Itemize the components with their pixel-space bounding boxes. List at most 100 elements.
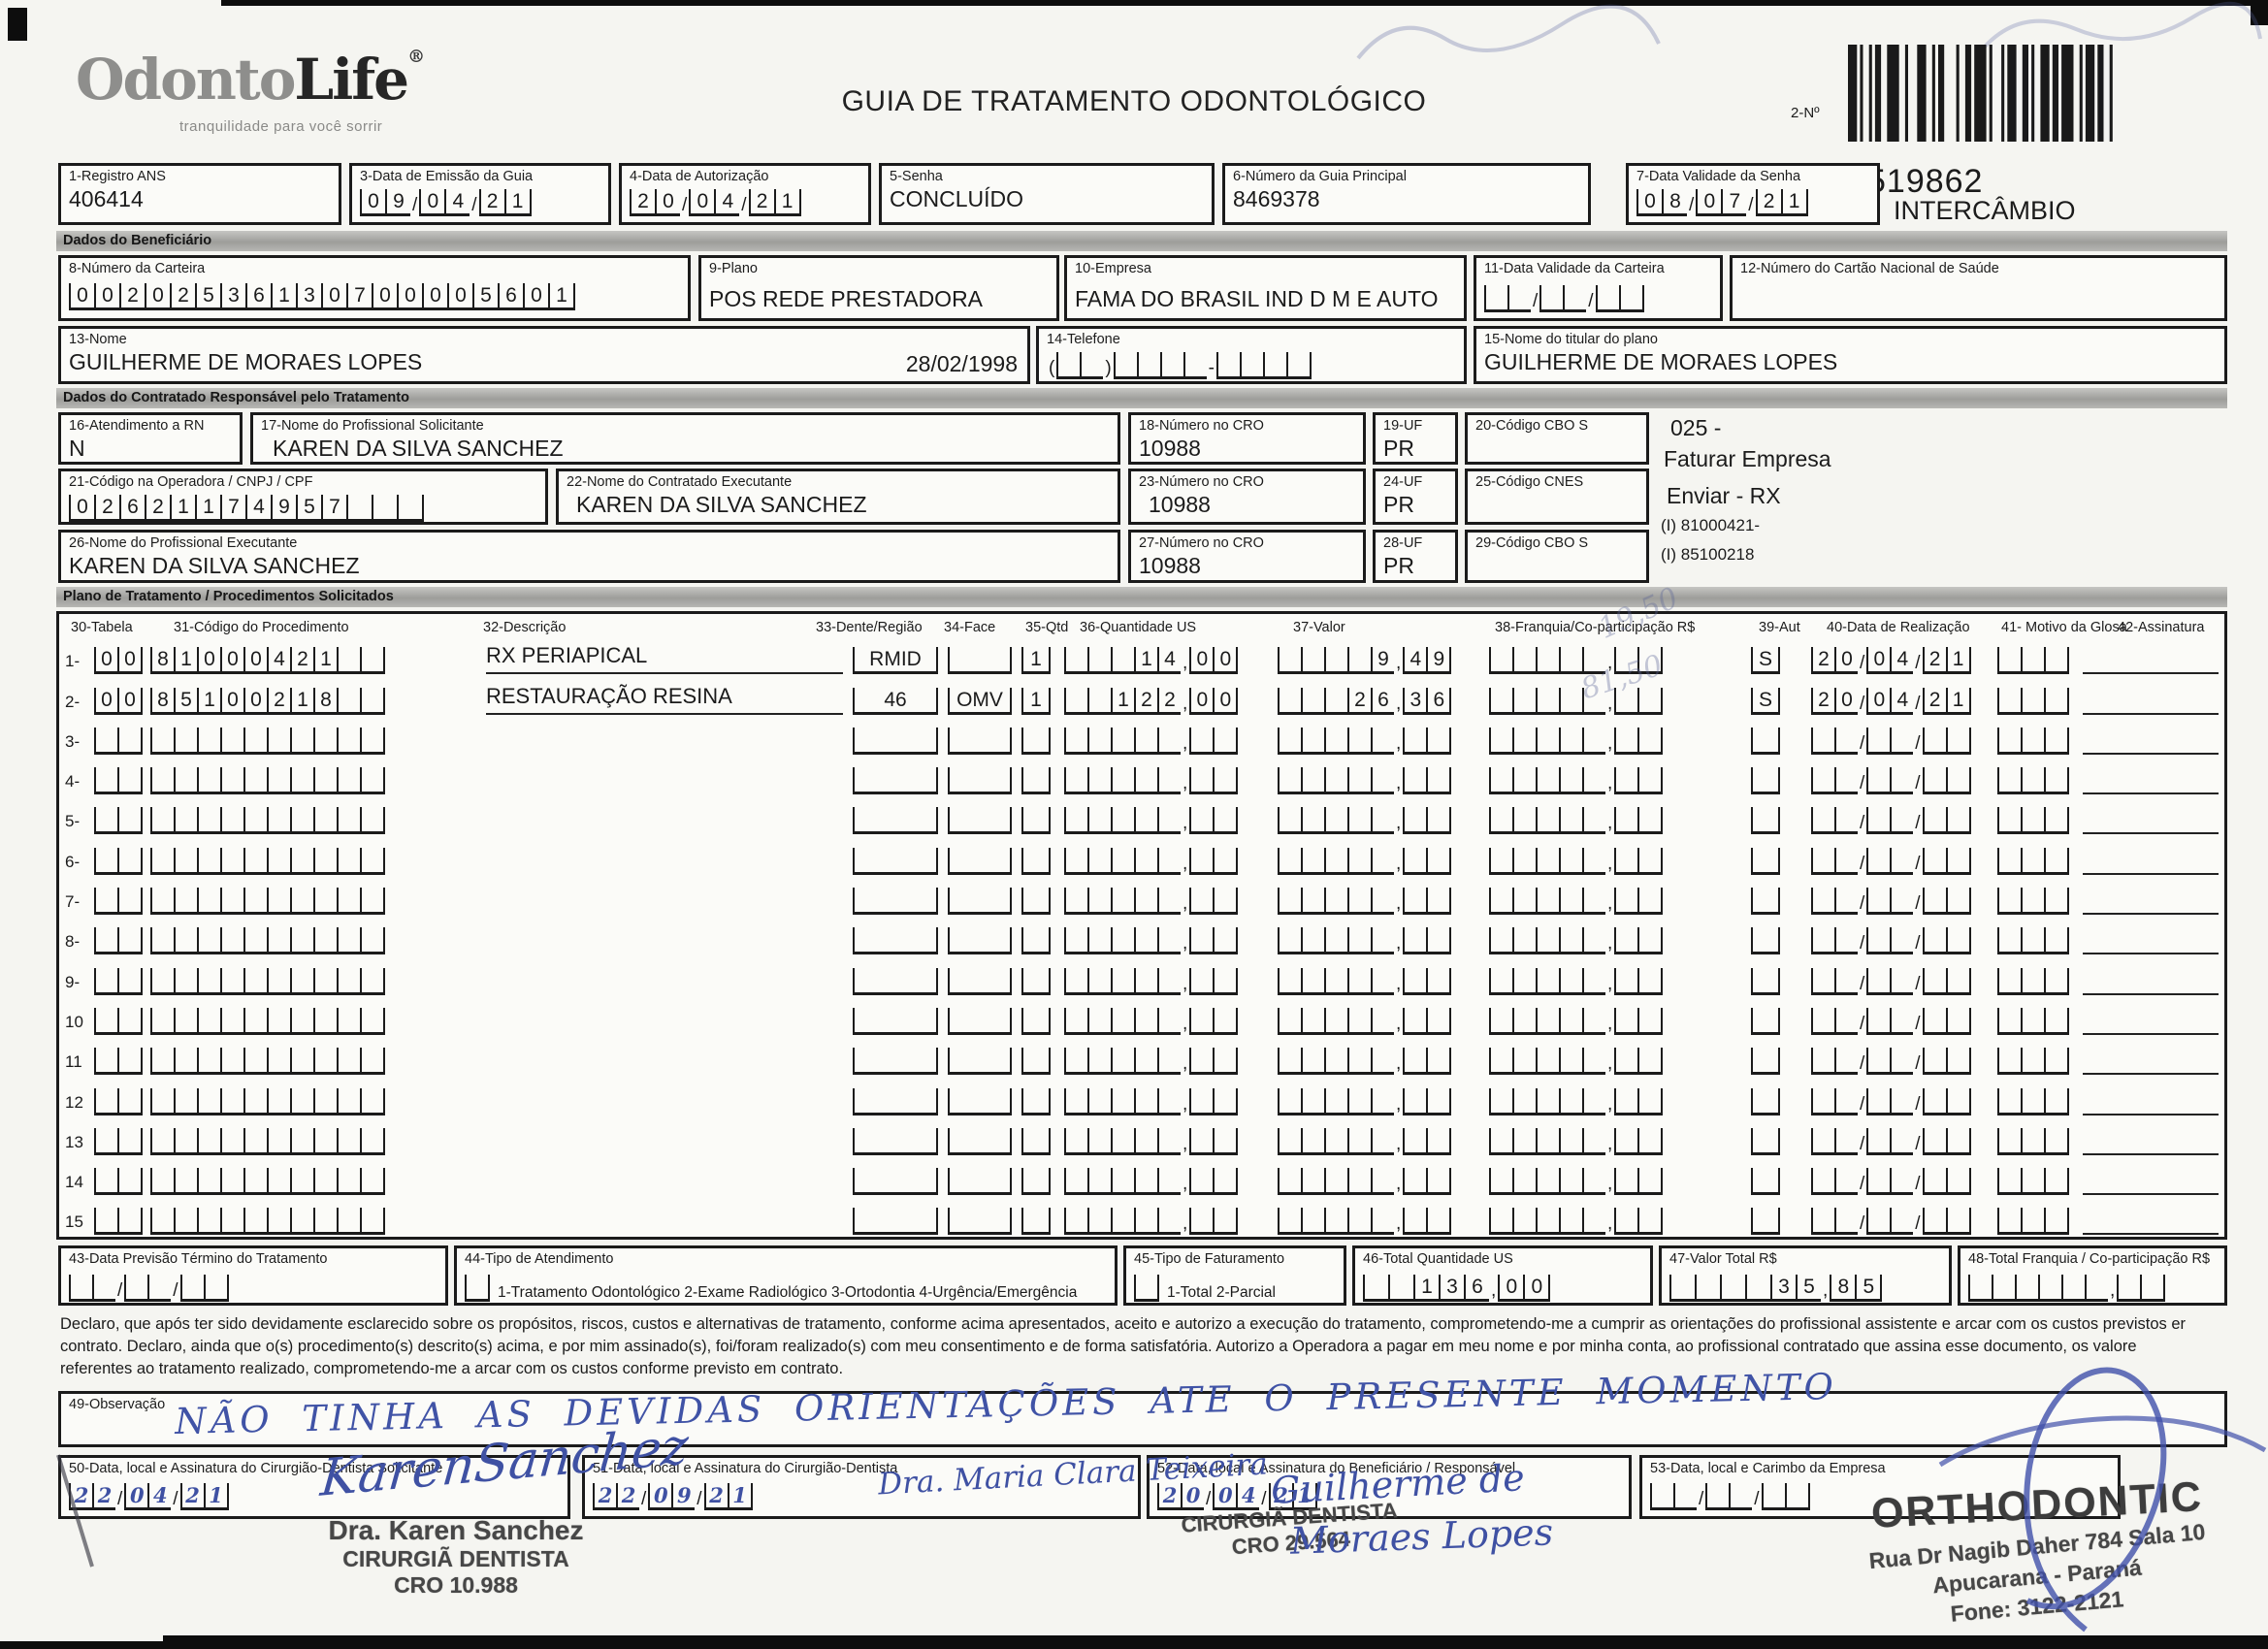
signature-line: [2083, 1130, 2219, 1155]
scan-artifact-top-line: [221, 0, 2268, 6]
field-cartao-nacional-saude: 12-Número do Cartão Nacional de Saúde: [1730, 255, 2227, 321]
row-number: 1-: [65, 652, 81, 671]
procedure-row: 15 , , , / /: [59, 1200, 2224, 1240]
procedure-row: 10 , , , / /: [59, 1000, 2224, 1040]
field-value: CONCLUÍDO: [890, 186, 1024, 211]
odontolife-logo: OdontoLife®: [76, 47, 425, 113]
col-tabela: 30-Tabela: [71, 620, 133, 635]
field-label: 26-Nome do Profissional Executante: [69, 535, 298, 551]
procedure-description: [486, 846, 843, 875]
field-cro-27: 27-Número no CRO 10988: [1128, 530, 1366, 583]
signature-line: [2083, 1090, 2219, 1116]
field-uf-19: 19-UF PR: [1373, 412, 1458, 465]
side-note: Faturar Empresa: [1664, 446, 1831, 471]
field-value: 10988: [1149, 492, 1211, 517]
field-label: 21-Código na Operadora / CNPJ / CPF: [69, 474, 313, 490]
field-label: 8-Número da Carteira: [69, 261, 206, 276]
row-number: 11: [65, 1052, 82, 1072]
procedure-description: [486, 805, 843, 834]
signature-line: [2083, 850, 2219, 875]
field-value-comb: 0 8/0 7/2 1: [1636, 189, 1808, 216]
procedure-description: [486, 726, 843, 755]
field-value: KAREN DA SILVA SANCHEZ: [273, 436, 564, 461]
field-total-franquia: 48-Total Franquia / Co-participação R$ ,: [1958, 1245, 2227, 1306]
section-plano-tratamento: Plano de Tratamento / Procedimentos Soli…: [56, 587, 2227, 607]
field-telefone: 14-Telefone ( ) -: [1036, 326, 1467, 384]
field-value: N: [69, 436, 85, 461]
field-label: 11-Data Validade da Carteira: [1484, 261, 1665, 276]
signature-line: [2083, 1010, 2219, 1035]
field-label: 19-UF: [1383, 418, 1423, 434]
field-tipo-faturamento: 45-Tipo de Faturamento 1-Total 2-Parcial: [1123, 1245, 1346, 1306]
field-label: 23-Número no CRO: [1139, 474, 1264, 490]
field-label: 15-Nome do titular do plano: [1484, 332, 1658, 347]
field-label: 27-Número no CRO: [1139, 535, 1264, 551]
field-label: 7-Data Validade da Senha: [1636, 169, 1801, 184]
row-number: 6-: [65, 852, 81, 871]
row-number: 4-: [65, 772, 81, 792]
field-label: 6-Número da Guia Principal: [1233, 169, 1407, 184]
field-value: 10988: [1139, 436, 1201, 461]
procedure-description: [486, 765, 843, 794]
col-motivo-glosa: 41- Motivo da Glosa: [2001, 620, 2127, 635]
procedure-row: 4- , , , / /: [59, 760, 2224, 799]
signature-line: [2083, 729, 2219, 755]
procedure-description: [486, 925, 843, 954]
signature-line: [2083, 1170, 2219, 1196]
procedure-description: [486, 966, 843, 995]
field-cbo-20: 20-Código CBO S: [1465, 412, 1649, 465]
procedure-description: [486, 1086, 843, 1116]
procedure-row: 9- , , , / /: [59, 959, 2224, 999]
col-aut: 39-Aut: [1759, 620, 1800, 635]
tipo-atendimento-comb: [465, 1275, 490, 1302]
field-value: 10988: [1139, 553, 1201, 578]
field-label: 16-Atendimento a RN: [69, 418, 205, 434]
field-value: KAREN DA SILVA SANCHEZ: [576, 492, 867, 517]
field-value: PR: [1383, 553, 1414, 578]
barcode: [1848, 45, 2113, 142]
field-label: 28-UF: [1383, 535, 1423, 551]
field-assinatura-solicitante: 50-Data, local e Assinatura do Cirurgião…: [58, 1455, 570, 1519]
field-value: PR: [1383, 436, 1414, 461]
procedures-table: 30-Tabela 31-Código do Procedimento 32-D…: [56, 581, 2227, 1240]
side-note: (I) 85100218: [1661, 545, 1755, 564]
stamp-karen-sanchez: Dra. Karen Sanchez CIRURGIÃ DENTISTA CRO…: [281, 1515, 631, 1599]
hand-date-50: 2 2/0 4/2 1: [69, 1483, 229, 1510]
field-value-comb: 2 0/0 4/2 1: [630, 189, 801, 216]
col-quantidade-us: 36-Quantidade US: [1080, 620, 1197, 635]
field-label: 14-Telefone: [1047, 332, 1120, 347]
field-profissional-executante: 26-Nome do Profissional Executante KAREN…: [58, 530, 1120, 583]
procedure-row: 11 , , , / /: [59, 1040, 2224, 1080]
form-title: GUIA DE TRATAMENTO ODONTOLÓGICO: [841, 85, 1427, 117]
tipo-atendimento-options: 1-Tratamento Odontológico 2-Exame Radiol…: [498, 1284, 1078, 1301]
procedure-description: [486, 1046, 843, 1075]
procedure-description: [486, 1006, 843, 1035]
procedure-row: 12 , , , / /: [59, 1080, 2224, 1119]
col-face: 34-Face: [944, 620, 996, 635]
field-data-autorizacao: 4-Data de Autorização 2 0/0 4/2 1: [619, 163, 871, 225]
pen-stroke-bottom-left: [56, 1454, 94, 1568]
field-profissional-solicitante: 17-Nome do Profissional Solicitante KARE…: [250, 412, 1120, 465]
signature-line: [2083, 970, 2219, 995]
field-label: 18-Número no CRO: [1139, 418, 1264, 434]
col-qtd: 35-Qtd: [1025, 620, 1069, 635]
signature-line: [2083, 889, 2219, 916]
field-label: 3-Data de Emissão da Guia: [360, 169, 534, 184]
procedure-row: 8- , , , / /: [59, 920, 2224, 959]
signature-line: [2083, 690, 2219, 715]
procedure-row: 14 , , , / /: [59, 1160, 2224, 1200]
field-validade-carteira: 11-Data Validade da Carteira / /: [1474, 255, 1723, 321]
declaration-line: Declaro, que após ter sido devidamente e…: [60, 1315, 2187, 1333]
field-label: 4-Data de Autorização: [630, 169, 769, 184]
field-label: 22-Nome do Contratado Executante: [567, 474, 793, 490]
field-label: 50-Data, local e Assinatura do Cirurgião…: [69, 1461, 443, 1476]
stamp-line: Dra. Karen Sanchez: [328, 1515, 584, 1545]
field-label: 10-Empresa: [1075, 261, 1151, 276]
col-franquia: 38-Franquia/Co-participação R$: [1495, 620, 1696, 635]
field-guia-principal: 6-Número da Guia Principal 8469378: [1222, 163, 1591, 225]
scan-artifact-top-left: [8, 8, 27, 41]
